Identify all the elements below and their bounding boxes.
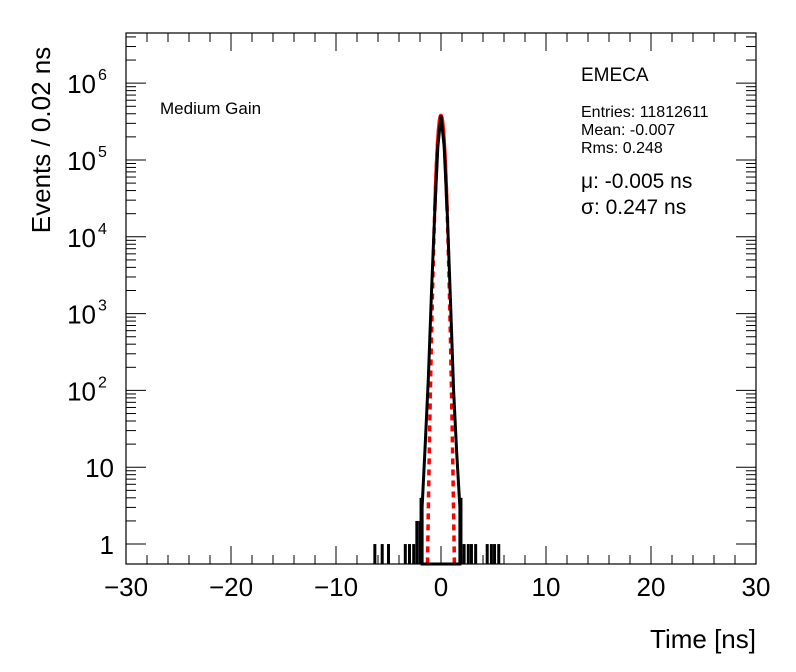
histogram-spike bbox=[408, 544, 411, 564]
histogram-spike bbox=[489, 544, 493, 564]
histogram-spike bbox=[466, 544, 470, 564]
x-tick-label: −20 bbox=[209, 572, 253, 602]
y-axis-label: Events / 0.02 ns bbox=[26, 47, 56, 233]
y-tick-label: 10 bbox=[67, 300, 96, 330]
x-tick-label: 30 bbox=[742, 572, 771, 602]
x-tick-label: 20 bbox=[637, 572, 666, 602]
histogram-spike bbox=[380, 544, 384, 564]
gain-label: Medium Gain bbox=[160, 99, 261, 118]
y-tick-label: 10 bbox=[67, 223, 96, 253]
y-tick-label: 10 bbox=[67, 146, 96, 176]
histogram-core bbox=[420, 115, 462, 566]
x-tick-label: 10 bbox=[532, 572, 561, 602]
fit-sigma-label: σ: 0.247 ns bbox=[581, 196, 686, 219]
histogram-group bbox=[373, 115, 501, 566]
histogram-spike bbox=[462, 544, 466, 564]
y-tick-exponent: 6 bbox=[98, 67, 107, 84]
y-tick-label: 10 bbox=[85, 453, 114, 483]
y-tick-exponent: 3 bbox=[98, 298, 107, 315]
histogram-spike bbox=[493, 544, 497, 564]
histogram-spike bbox=[412, 544, 416, 564]
histogram-spike bbox=[415, 520, 419, 564]
histogram-spike bbox=[474, 544, 478, 564]
fit-mu-label: μ: -0.005 ns bbox=[581, 170, 692, 193]
histogram-spike bbox=[387, 544, 390, 564]
y-tick-exponent: 4 bbox=[98, 221, 107, 238]
x-tick-label: 0 bbox=[434, 572, 448, 602]
partition-label: EMECA bbox=[581, 65, 649, 86]
x-tick-label: −30 bbox=[104, 572, 148, 602]
histogram-spike bbox=[469, 544, 473, 564]
x-tick-label: −10 bbox=[314, 572, 358, 602]
y-tick-label: 10 bbox=[67, 69, 96, 99]
histogram-spike bbox=[485, 544, 489, 564]
stats-rms: Rms: 0.248 bbox=[581, 140, 663, 157]
stats-mean: Mean: -0.007 bbox=[581, 122, 675, 139]
y-tick-exponent: 5 bbox=[98, 144, 107, 161]
y-tick-label: 1 bbox=[100, 530, 114, 560]
histogram-spike bbox=[497, 544, 501, 564]
histogram-spike bbox=[403, 544, 407, 564]
y-tick-label: 10 bbox=[67, 376, 96, 406]
histogram-spike bbox=[373, 544, 377, 564]
y-tick-exponent: 2 bbox=[98, 374, 107, 391]
stats-entries: Entries: 11812611 bbox=[581, 104, 709, 121]
x-axis-label: Time [ns] bbox=[650, 624, 756, 654]
